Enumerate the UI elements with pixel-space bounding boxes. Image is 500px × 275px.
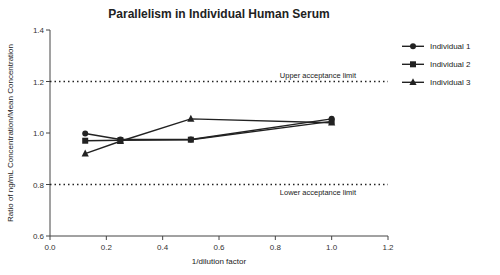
legend-marker [409,78,416,85]
legend-marker [410,43,416,49]
y-tick [46,236,50,237]
point [188,136,194,142]
x-tick [388,236,389,240]
x-tick-label: 0.0 [44,243,56,252]
reference-label: Upper acceptance limit [280,71,357,80]
y-tick-label: 1.2 [33,78,45,87]
title: Parallelism in Individual Human Serum [108,7,329,21]
point [82,131,88,137]
legend-label: Individual 1 [430,42,471,51]
x-tick [50,236,51,240]
y-tick-label: 0.8 [33,181,45,190]
x-tick [106,236,107,240]
reference-label: Lower acceptance limit [280,188,357,197]
point [328,119,335,126]
point [82,150,89,157]
legend-marker [410,61,416,67]
x-tick-label: 1.2 [382,243,394,252]
point [187,115,194,122]
y-tick [46,30,50,31]
x-tick-label: 0.2 [101,243,113,252]
reference-line [50,184,388,186]
point [188,137,194,143]
x-tick-label: 0.8 [270,243,282,252]
legend: Individual 1 Individual 2 Individual 3 [402,42,471,87]
y-tick [46,184,50,185]
x-axis-label: 1/dilution factor [192,257,247,266]
y-tick [46,133,50,134]
plot-area [50,82,388,185]
reference-line [50,81,388,83]
background [0,0,500,275]
y-axis-label: Ratio of ng/mL Concentration/Mean Concen… [6,44,15,222]
x-tick-label: 0.4 [157,243,169,252]
point [82,138,88,144]
point [117,137,124,144]
x-tick [219,236,220,240]
legend-label: Individual 3 [430,78,471,87]
y-tick-label: 1.4 [33,26,45,35]
x-tick [331,236,332,240]
x-tick [162,236,163,240]
series-line [85,119,331,154]
chart: Parallelism in Individual Human Serum 0.0… [0,0,500,275]
legend-label: Individual 2 [430,60,471,69]
y-tick [46,81,50,82]
x-tick-label: 0.6 [213,243,225,252]
y-tick-label: 0.6 [33,232,45,241]
x-tick-label: 1.0 [326,243,338,252]
y-tick-label: 1.0 [33,129,45,138]
x-tick [275,236,276,240]
